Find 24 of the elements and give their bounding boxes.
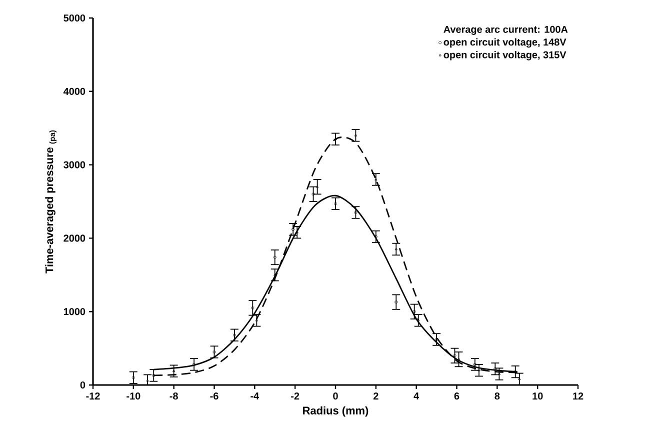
y-tick-label: 4000 [63, 88, 86, 95]
x-tick-label: 6 [454, 392, 460, 400]
x-tick-label: -6 [210, 392, 218, 400]
y-tick-label: 1000 [64, 308, 86, 316]
y-tick-label: 5000 [64, 14, 86, 22]
legend-label: open circuit voltage, 315V [444, 50, 566, 60]
y-axis-title: Time-averaged pressure $_{(pa)}$ [45, 130, 56, 274]
x-tick-label: 12 [573, 392, 584, 400]
x-tick-label: -10 [126, 392, 140, 400]
x-tick-label: -12 [86, 392, 100, 400]
x-axis-title: Radius (mm) [303, 406, 368, 417]
y-tick-label: 3000 [64, 161, 86, 168]
x-tick-label: -8 [170, 392, 178, 400]
x-tick-label: 0 [333, 392, 338, 400]
y-tick-label: 2000 [64, 234, 86, 242]
x-tick-label: -4 [250, 392, 260, 400]
y-tick-label: 0 [80, 381, 86, 389]
x-tick-label: 4 [414, 392, 420, 400]
x-tick-label: 2 [373, 392, 378, 400]
legend-title: Average arc current: 100A [444, 26, 568, 35]
x-tick-label: 8 [494, 392, 500, 400]
x-tick-label: -2 [291, 392, 300, 400]
legend-label: open circuit voltage, 148V [444, 38, 566, 48]
x-tick-label: 10 [532, 392, 543, 400]
